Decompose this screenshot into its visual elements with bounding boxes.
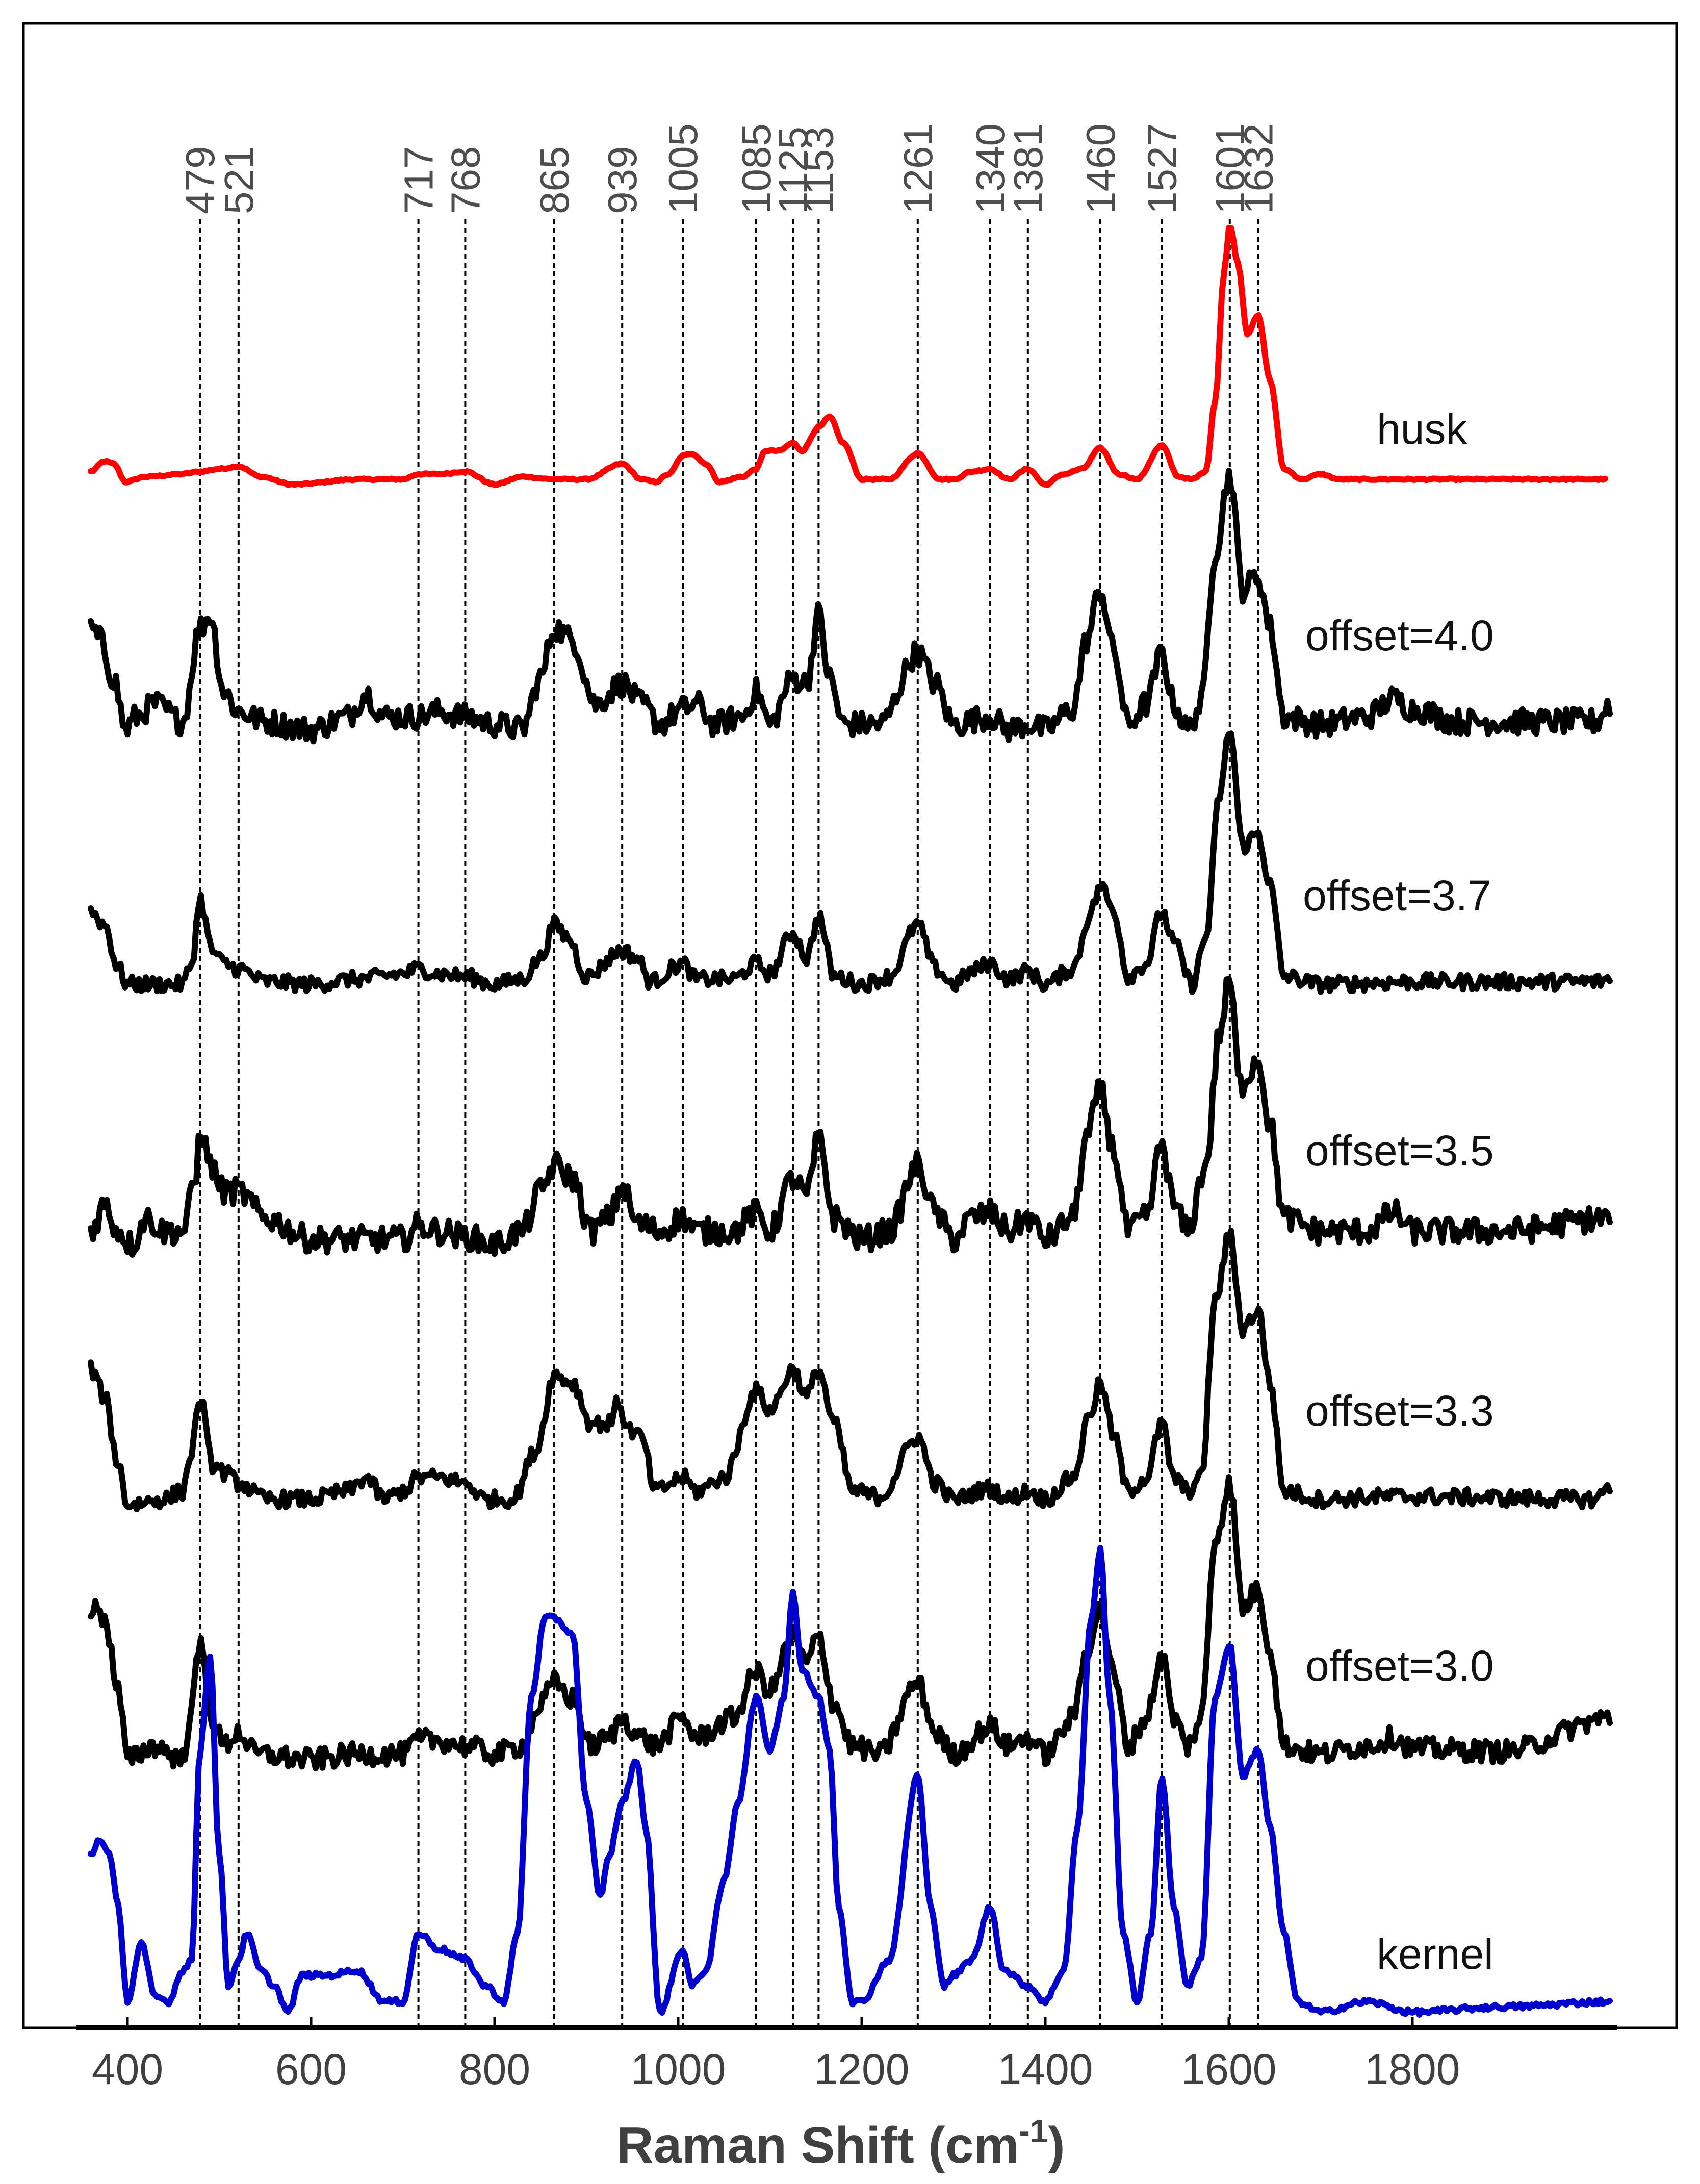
x-tick-label-1400: 1400 (998, 2045, 1093, 2093)
peak-label-1340: 1340 (968, 123, 1013, 214)
x-axis-title: Raman Shift (cm-1) (616, 2113, 1065, 2174)
peak-label-521: 521 (216, 146, 262, 214)
x-tick-label-1800: 1800 (1365, 2045, 1460, 2093)
peak-label-1261: 1261 (895, 123, 941, 214)
x-tick-label-1000: 1000 (631, 2045, 726, 2093)
x-tick-label-600: 600 (275, 2045, 347, 2093)
series-line-2 (88, 730, 1613, 995)
series-line-3 (88, 976, 1613, 1258)
peak-label-1632: 1632 (1236, 123, 1281, 214)
series-layer (88, 224, 1613, 2018)
peak-label-1125: 1125 (770, 126, 816, 214)
peak-label-768: 768 (443, 146, 488, 214)
series-label-3: offset=3.5 (1305, 1127, 1494, 1175)
x-axis-title-close: ) (1048, 2117, 1065, 2174)
x-tick-label-800: 800 (459, 2045, 530, 2093)
peak-label-717: 717 (396, 146, 442, 214)
x-tick-label-1200: 1200 (814, 2045, 910, 2093)
peak-label-1601: 1601 (1207, 123, 1253, 214)
series-label-5: offset=3.0 (1305, 1642, 1494, 1690)
series-label-4: offset=3.3 (1305, 1387, 1494, 1435)
peak-label-479: 479 (177, 146, 223, 214)
series-label-2: offset=3.7 (1303, 872, 1491, 920)
peak-label-1153: 1153 (796, 126, 841, 214)
x-axis-title-superscript: -1 (1019, 2113, 1048, 2149)
peak-label-865: 865 (532, 146, 577, 214)
x-axis-title-main: Raman Shift (cm (616, 2117, 1019, 2174)
peak-label-1460: 1460 (1078, 123, 1123, 214)
peak-label-939: 939 (600, 146, 645, 214)
x-tick-label-1600: 1600 (1181, 2045, 1277, 2093)
x-axis: 400 600 800 1000 1200 1400 1600 1800 (76, 2017, 1617, 2093)
peak-label-1085: 1085 (734, 123, 779, 214)
series-line-1 (88, 468, 1613, 745)
series-label-1: offset=4.0 (1305, 612, 1494, 659)
peak-label-1005: 1005 (660, 123, 706, 214)
series-line-5 (88, 1474, 1613, 1771)
x-tick-label-400: 400 (92, 2045, 163, 2093)
series-line-0 (88, 224, 1608, 488)
peak-lines-layer (199, 219, 1259, 2028)
plot-frame (22, 22, 1678, 2029)
series-label-0: husk (1377, 405, 1467, 453)
series-line-6 (88, 1545, 1613, 2018)
peak-label-1381: 1381 (1006, 123, 1051, 214)
series-line-4 (88, 1228, 1613, 1512)
series-labels-layer: husk offset=4.0 offset=3.7 offset=3.5 offset… (1303, 405, 1494, 1978)
series-label-6: kernel (1377, 1930, 1493, 1978)
peak-label-1527: 1527 (1140, 123, 1185, 214)
